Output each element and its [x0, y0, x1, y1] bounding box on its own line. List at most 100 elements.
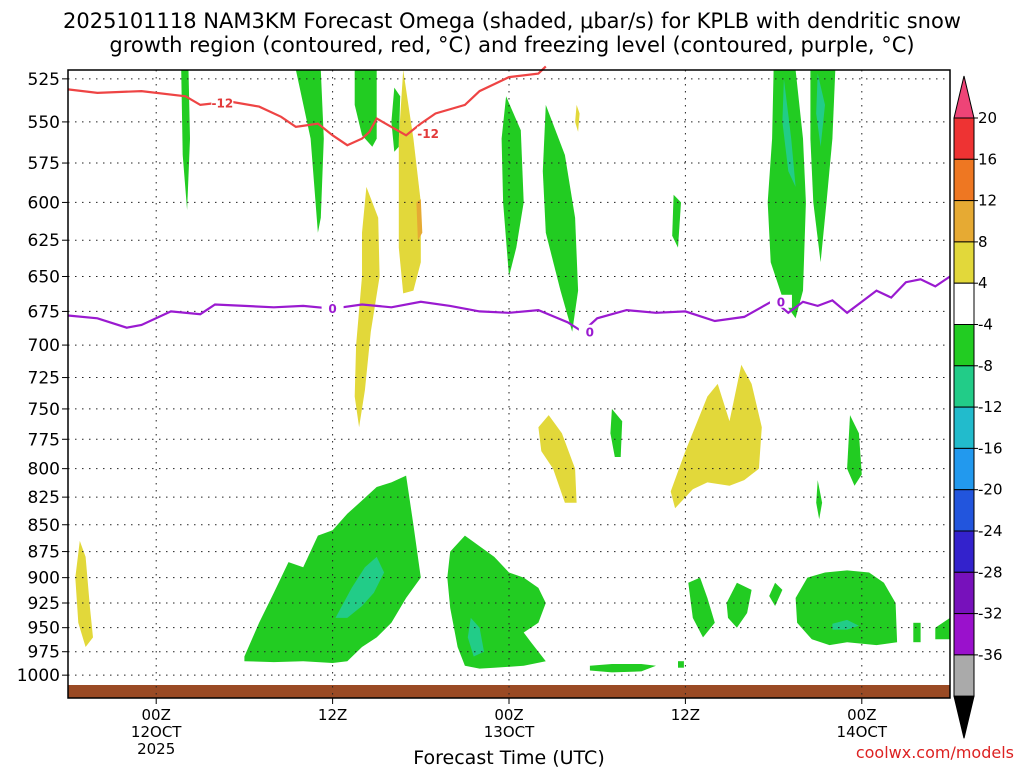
omega-region-5: [542, 104, 579, 332]
omega-region-7: [767, 70, 806, 319]
colorbar-band-7: [953, 406, 975, 449]
y-tick-label-725: 725: [28, 369, 60, 389]
y-tick-label-675: 675: [28, 302, 60, 322]
x-tick-label-6-1: 12OCT: [131, 723, 182, 741]
colorbar-label-5: -4: [978, 316, 993, 334]
y-tick-label-625: 625: [28, 231, 60, 251]
omega-region-10: [816, 73, 825, 147]
freezing-contour-label-bg-0: [321, 301, 344, 315]
colorbar-label-2: 12: [978, 192, 997, 210]
x-tick-label-54-0: 00Z: [847, 706, 876, 724]
colorbar-label-8: -16: [978, 439, 1003, 457]
colorbar-band-4: [953, 282, 975, 326]
dendritic-contour-line: [67, 65, 547, 147]
y-tick-label-950: 950: [28, 619, 60, 639]
colorbar-band-8: [953, 447, 975, 491]
omega-region-28: [354, 186, 380, 428]
omega-region-29: [575, 104, 580, 132]
y-axis: 525 550 575 600 625 650 675 700 725 750 775 800 825 8…: [17, 70, 68, 686]
colorbar-label-13: -36: [978, 646, 1003, 664]
freezing-contour-label-1: 0: [586, 325, 594, 339]
omega-shaded-regions: [75, 70, 950, 673]
y-tick-label-850: 850: [28, 516, 60, 536]
freezing-contour-label-0: 0: [328, 302, 336, 316]
omega-region-25: [935, 617, 950, 640]
dendritic-contour-label-1: -12: [417, 127, 439, 141]
colorbar-label-6: -8: [978, 357, 993, 375]
omega-region-23: [795, 570, 898, 646]
colorbar-band-12: [953, 613, 975, 656]
y-tick-label-875: 875: [28, 543, 60, 563]
ground-surface: [68, 685, 950, 698]
y-tick-label-550: 550: [28, 113, 60, 133]
y-tick-label-900: 900: [28, 569, 60, 589]
omega-region-33: [416, 199, 423, 241]
contour-lines: -12 -12 0 0 0: [67, 65, 951, 339]
omega-region-24: [913, 622, 921, 643]
omega-region-27: [398, 70, 421, 294]
colorbar-label-3: 8: [978, 233, 988, 251]
y-tick-label-575: 575: [28, 154, 60, 174]
colorbar-band-10: [953, 530, 975, 573]
x-tick-label-54-1: 14OCT: [837, 723, 888, 741]
omega-region-17: [467, 617, 484, 657]
chart-title-line2: growth region (contoured, red, °C) and f…: [109, 33, 914, 57]
x-tick-label-30-1: 13OCT: [484, 723, 535, 741]
colorbar-top-arrow: [953, 75, 975, 119]
omega-region-8: [810, 70, 836, 263]
x-tick-label-6-0: 00Z: [142, 706, 171, 724]
y-tick-label-525: 525: [28, 70, 60, 90]
colorbar-band-11: [953, 571, 975, 615]
x-tick-label-18-0: 12Z: [318, 706, 347, 724]
omega-region-21: [726, 582, 752, 628]
colorbar-label-7: -12: [978, 398, 1003, 416]
y-tick-label-1000: 1000: [17, 666, 60, 686]
omega-region-15: [335, 556, 385, 618]
omega-region-9: [782, 78, 796, 187]
colorbar-label-10: -24: [978, 522, 1003, 540]
colorbar-label-0: 20: [978, 109, 997, 127]
colorbar-band-5: [953, 324, 975, 367]
y-tick-label-650: 650: [28, 267, 60, 287]
omega-region-4: [501, 96, 524, 277]
x-tick-label-6-2: 2025: [137, 740, 175, 758]
colorbar-band-0: [953, 117, 975, 160]
colorbar-band-9: [953, 489, 975, 532]
colorbar-band-3: [953, 241, 975, 284]
y-tick-label-775: 775: [28, 430, 60, 450]
colorbar-band-13: [953, 654, 975, 697]
omega-region-31: [670, 364, 762, 509]
omega-region-32: [75, 540, 93, 647]
plot-area: -12 -12 0 0 0: [67, 65, 951, 699]
omega-region-3: [391, 87, 401, 152]
colorbar-band-1: [953, 158, 975, 202]
y-tick-label-750: 750: [28, 400, 60, 420]
omega-region-12: [847, 415, 862, 486]
omega-region-11: [610, 408, 623, 457]
omega-region-30: [538, 415, 577, 503]
colorbar-label-11: -28: [978, 563, 1003, 581]
y-tick-label-925: 925: [28, 594, 60, 614]
colorbar-band-6: [953, 365, 975, 408]
colorbar-label-1: 16: [978, 150, 997, 168]
omega-region-20: [688, 577, 715, 638]
omega-region-14: [244, 475, 421, 663]
colorbar: 20 16 12 8 4 -4 -8 -12 -16 -20 -24 -28 -32 -36: [953, 75, 1003, 739]
omega-region-13: [816, 480, 823, 520]
freezing-contour-label-bg-2: [769, 294, 792, 308]
omega-region-18: [589, 664, 656, 673]
omega-region-6: [672, 194, 681, 248]
x-tick-label-30-0: 00Z: [494, 706, 523, 724]
colorbar-label-4: 4: [978, 274, 988, 292]
omega-region-0: [181, 70, 190, 211]
credit-text: coolwx.com/models: [856, 743, 1014, 762]
x-tick-label-42-0: 12Z: [671, 706, 700, 724]
chart-title-line1: 2025101118 NAM3KM Forecast Omega (shaded…: [63, 9, 961, 33]
colorbar-label-9: -20: [978, 481, 1003, 499]
omega-region-26: [832, 619, 859, 630]
colorbar-band-2: [953, 200, 975, 243]
y-tick-label-800: 800: [28, 460, 60, 480]
dendritic-contour-label-bg-0: [211, 96, 234, 110]
